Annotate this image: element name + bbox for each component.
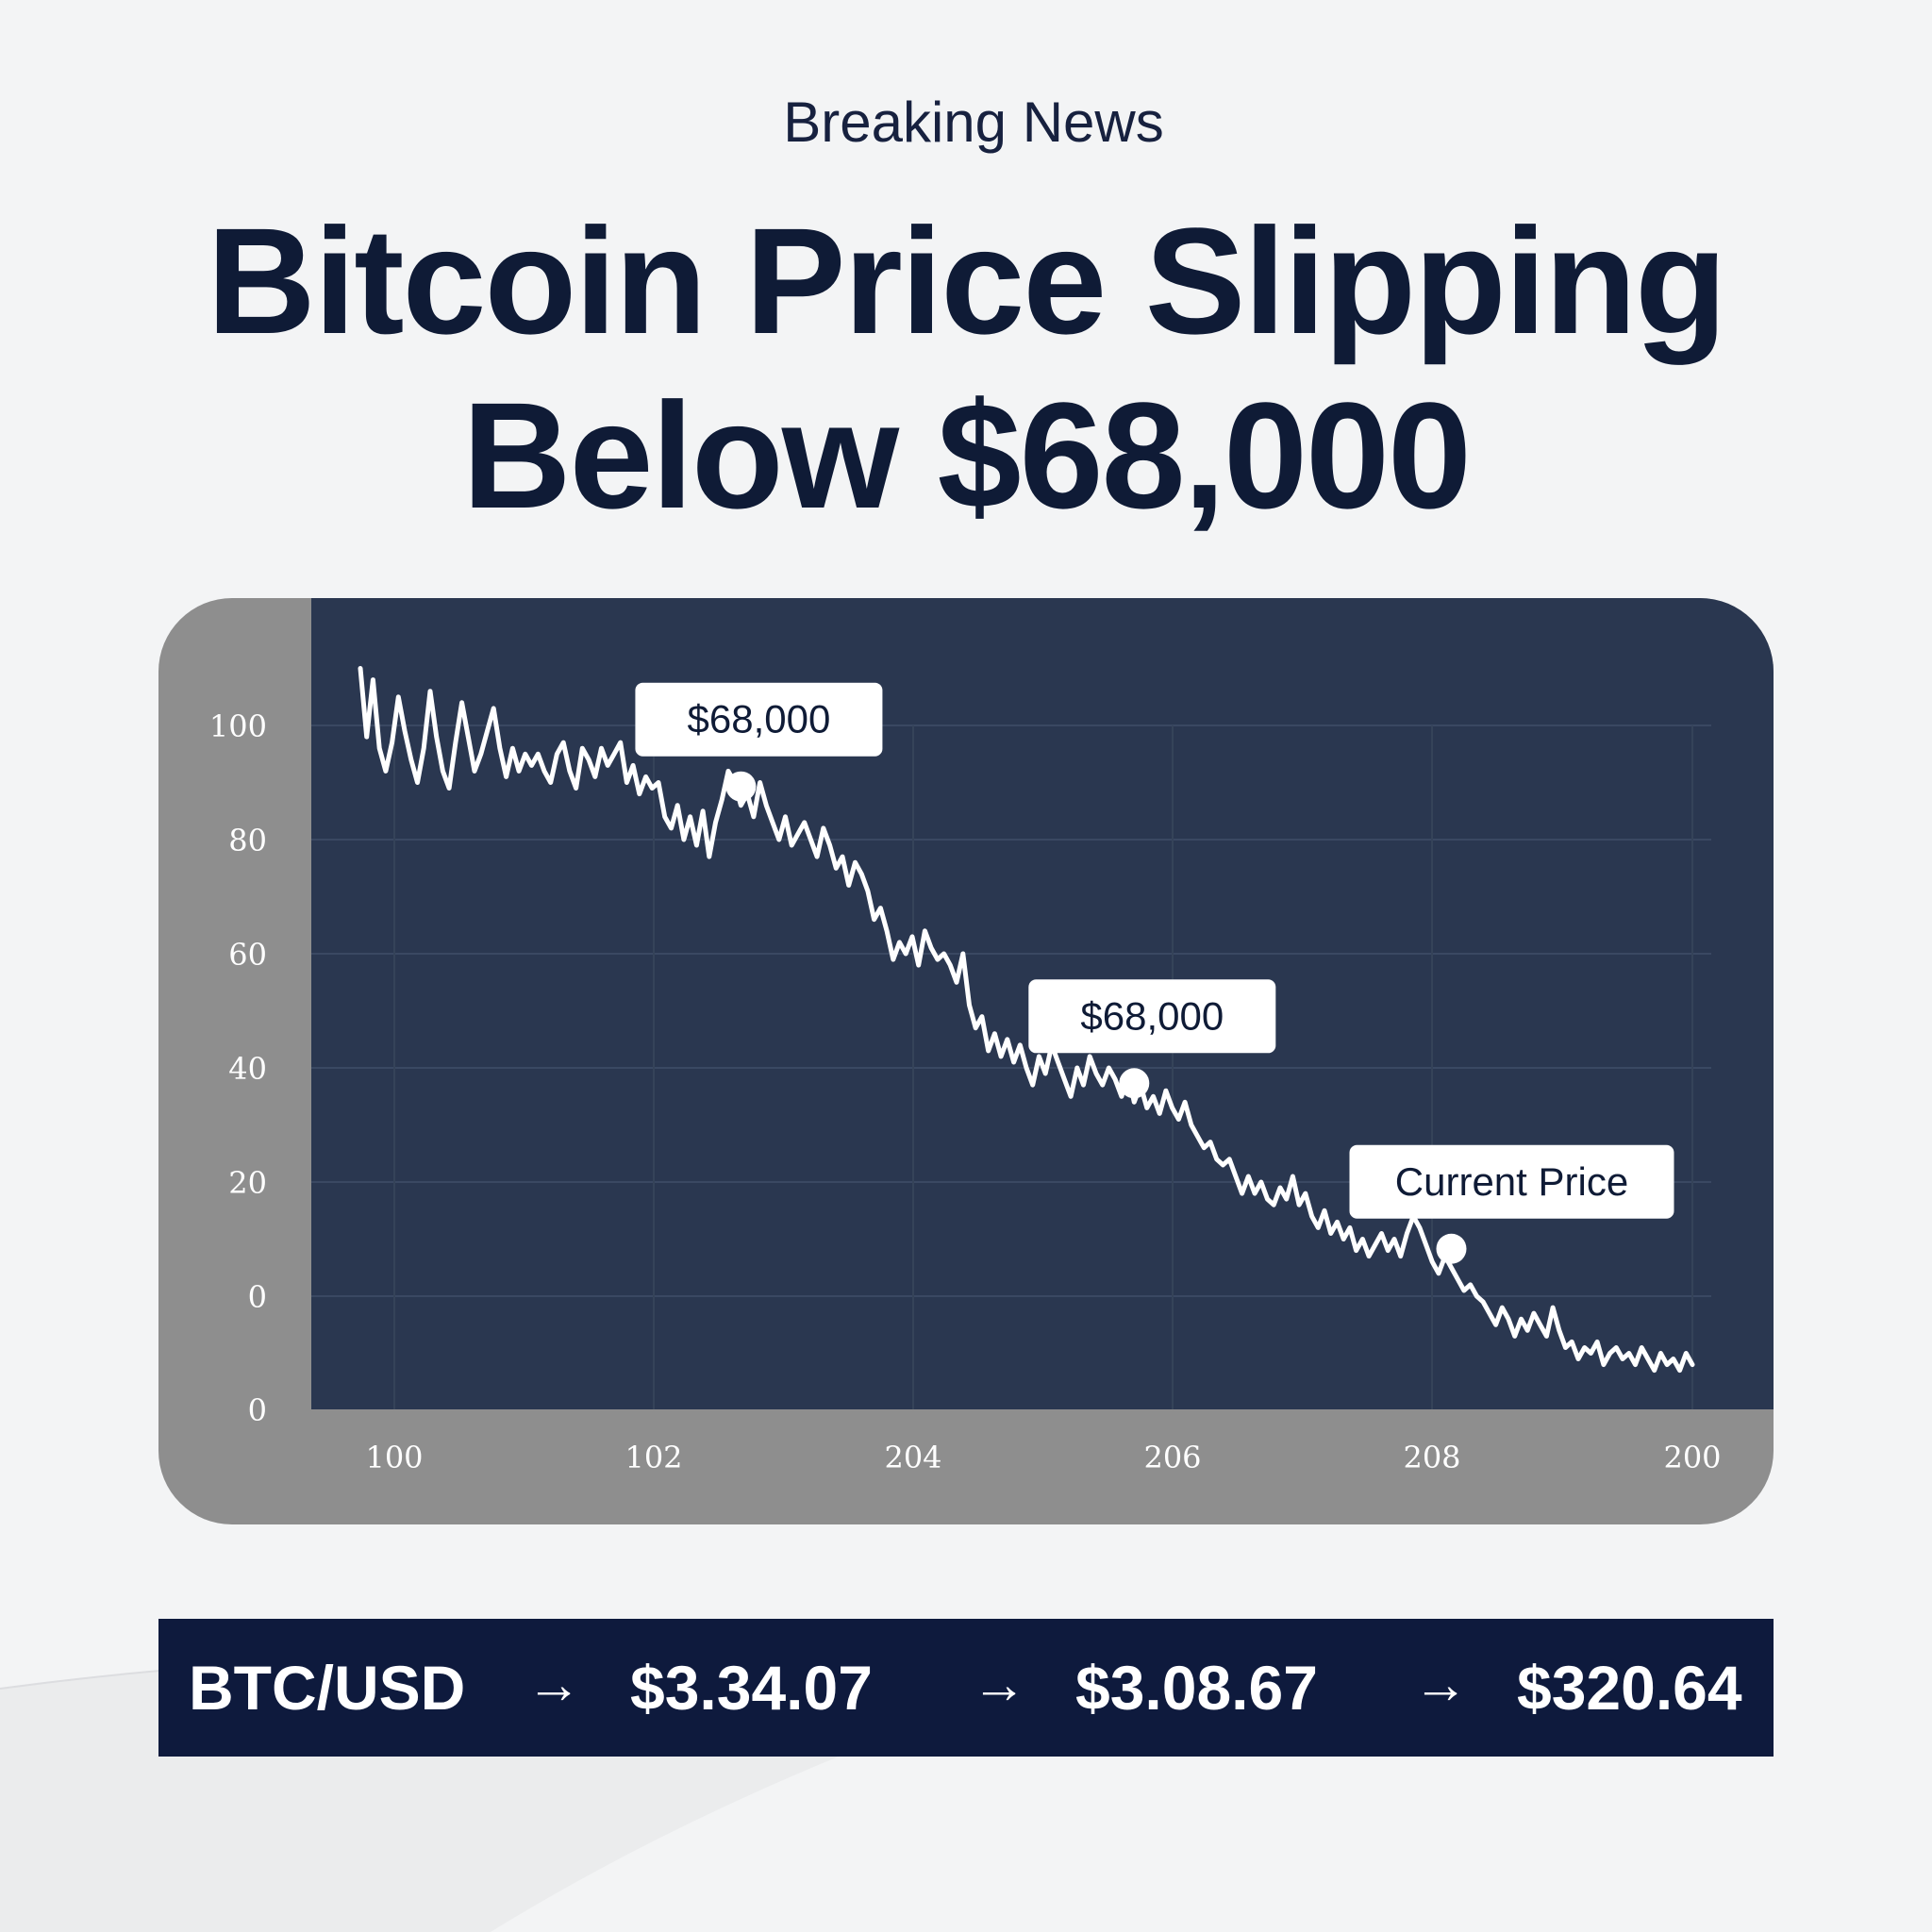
x-tick-label: 204 [884,1440,941,1475]
x-tick-label: 208 [1403,1440,1460,1475]
price-ticker: BTC/USD → $3.34.07 → $3.08.67 → $320.64 [158,1619,1774,1757]
headline: Bitcoin Price Slipping Below $68,000 [0,193,1932,542]
y-tick-label: 20 [228,1165,267,1201]
annotation-label: Current Price [1395,1159,1628,1204]
kicker-label: Breaking News [783,91,1164,154]
annotation-marker [1119,1068,1150,1099]
ticker-price-3: $320.64 [1517,1653,1742,1723]
annotation-label: $68,000 [688,697,831,741]
y-axis-ticks: 100 80 60 40 20 0 0 [209,708,267,1428]
annotation-callout: $68,000 [1028,979,1276,1099]
annotation-label: $68,000 [1080,993,1224,1038]
y-tick-label: 40 [228,1051,267,1087]
ticker-price-2: $3.08.67 [1075,1653,1318,1723]
annotation-marker [1436,1233,1467,1264]
x-tick-label: 100 [365,1440,423,1475]
x-axis-ticks: 100 102 204 206 208 200 [365,1440,1721,1475]
headline-line-2: Below $68,000 [462,371,1472,540]
annotation-box [1028,979,1276,1054]
ticker-arrow: → [972,1654,1026,1715]
annotation-callout: Current Price [1349,1144,1674,1264]
price-line [358,666,1695,1374]
ticker-price-1: $3.34.07 [630,1653,873,1723]
y-tick-label: 0 [248,1392,267,1428]
x-tick-label: 200 [1663,1440,1721,1475]
x-tick-label: 102 [625,1440,682,1475]
annotation-callout: $68,000 [635,682,883,802]
headline-line-1: Bitcoin Price Slipping [207,196,1727,365]
y-tick-label: 100 [209,708,267,744]
annotation-box [1349,1144,1674,1219]
ticker-pair: BTC/USD [189,1653,466,1723]
y-tick-label: 80 [228,823,267,858]
ticker-arrow: → [1413,1654,1468,1715]
y-tick-label: 0 [248,1279,267,1315]
annotation-box [635,682,883,757]
y-tick-label: 60 [228,937,267,973]
ticker-arrow: → [526,1654,581,1715]
x-tick-label: 206 [1143,1440,1201,1475]
annotation-marker [725,771,757,802]
price-chart-card: 100 80 60 40 20 0 0 100 102 204 206 208 200 $68,000… [158,598,1774,1524]
annotations: $68,000 $68,000 Current Price [635,682,1674,1264]
